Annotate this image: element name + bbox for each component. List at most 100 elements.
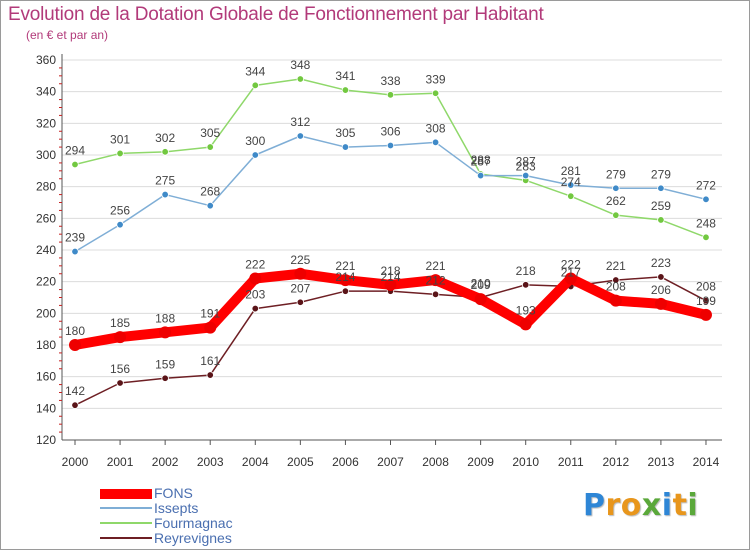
data-label-fourmagnac: 274 — [561, 175, 581, 189]
x-tick-label: 2001 — [107, 455, 134, 469]
data-label-reyrevignes: 203 — [245, 288, 265, 302]
y-tick-label: 320 — [36, 116, 56, 130]
data-label-issepts: 306 — [380, 125, 400, 139]
logo-letter: P — [583, 488, 606, 523]
data-point-fourmagnac — [71, 160, 79, 169]
x-tick-label: 2011 — [558, 455, 584, 469]
data-label-fourmagnac: 344 — [245, 64, 265, 78]
series-fourmagnac — [71, 75, 710, 242]
x-tick-label: 2003 — [197, 455, 224, 469]
data-labels-layer: 142 156 159 161 203 207 214 214 212 210 218 217 221 2… — [65, 58, 716, 398]
logo-letter: t — [672, 488, 688, 523]
data-point-issepts — [341, 143, 350, 151]
x-tick-label: 2000 — [62, 455, 89, 469]
data-point-issepts — [296, 132, 305, 140]
data-point-fons — [159, 326, 172, 339]
data-label-reyrevignes: 156 — [110, 362, 130, 376]
y-tick-label: 140 — [36, 401, 56, 415]
data-label-fons: 191 — [200, 307, 220, 321]
x-axis-ticks: 2000 2001 2002 2003 2004 2005 2006 2007 2008 2009… — [62, 440, 720, 469]
y-tick-label: 240 — [36, 243, 56, 257]
legend-swatch-fourmagnac — [100, 522, 152, 524]
data-label-fourmagnac: 283 — [516, 159, 536, 173]
legend-label-fons: FONS — [154, 485, 193, 501]
data-label-reyrevignes: 159 — [155, 357, 175, 371]
logo-letter: x — [641, 488, 662, 523]
data-label-issepts: 256 — [110, 204, 130, 218]
data-label-reyrevignes: 161 — [200, 354, 220, 368]
data-label-fons: 180 — [65, 324, 85, 338]
data-point-fourmagnac — [386, 91, 395, 99]
data-point-issepts — [386, 141, 395, 150]
y-tick-label: 120 — [36, 433, 56, 447]
data-point-reyrevignes — [431, 290, 440, 299]
x-tick-label: 2002 — [152, 455, 179, 469]
data-label-issepts: 305 — [335, 126, 355, 140]
data-point-reyrevignes — [657, 273, 665, 281]
series-layer — [69, 75, 712, 409]
legend-label-reyrevignes: Reyrevignes — [154, 530, 232, 546]
data-label-fons: 199 — [696, 294, 716, 308]
data-point-fourmagnac — [296, 75, 305, 83]
data-point-fourmagnac — [116, 149, 124, 158]
data-label-issepts: 272 — [696, 178, 716, 192]
legend-swatch-reyrevignes — [100, 537, 152, 539]
data-label-fons: 225 — [290, 253, 310, 267]
axes — [61, 54, 722, 441]
data-label-fourmagnac: 348 — [290, 58, 310, 72]
x-tick-label: 2013 — [648, 455, 675, 469]
logo-letter: r — [605, 488, 621, 523]
data-point-reyrevignes — [251, 304, 259, 313]
x-tick-label: 2004 — [242, 455, 269, 469]
data-label-fourmagnac: 301 — [110, 132, 130, 146]
x-tick-label: 2012 — [602, 455, 629, 469]
data-label-fons: 185 — [110, 316, 130, 330]
logo-letter: o — [620, 488, 642, 523]
data-point-issepts — [522, 171, 530, 180]
data-label-fons: 188 — [155, 311, 175, 325]
data-point-reyrevignes — [612, 276, 620, 284]
data-label-fourmagnac: 259 — [651, 199, 671, 213]
data-point-fourmagnac — [612, 211, 620, 219]
data-label-fourmagnac: 339 — [426, 72, 446, 86]
data-point-fons — [654, 297, 667, 310]
series-reyrevignes — [71, 273, 710, 409]
data-point-issepts — [702, 195, 710, 204]
data-label-fourmagnac: 288 — [471, 153, 491, 167]
data-point-issepts — [71, 247, 79, 256]
chart-subtitle: (en € et par an) — [26, 28, 109, 42]
data-label-fourmagnac: 294 — [65, 144, 85, 158]
data-point-fons — [339, 274, 352, 287]
chart-title: Evolution de la Dotation Globale de Fonc… — [8, 4, 544, 25]
y-tick-label: 200 — [36, 306, 56, 320]
data-point-reyrevignes — [71, 401, 79, 409]
data-point-issepts — [251, 151, 259, 159]
data-label-fourmagnac: 338 — [380, 74, 400, 88]
legend-swatch-fons — [100, 489, 152, 499]
data-point-issepts — [161, 190, 169, 199]
data-point-fourmagnac — [161, 148, 169, 156]
y-tick-label: 260 — [36, 211, 56, 225]
data-label-fourmagnac: 305 — [200, 126, 220, 140]
y-tick-label: 180 — [36, 338, 56, 352]
data-point-issepts — [612, 184, 620, 192]
data-point-reyrevignes — [161, 374, 169, 382]
data-point-fons — [114, 331, 127, 344]
x-tick-label: 2008 — [422, 455, 449, 469]
data-point-fons — [564, 272, 577, 285]
data-point-fourmagnac — [251, 81, 259, 90]
x-tick-label: 2005 — [287, 455, 314, 469]
y-tick-label: 280 — [36, 180, 56, 194]
data-label-fons: 221 — [426, 259, 446, 273]
data-label-issepts: 312 — [290, 115, 310, 129]
data-point-issepts — [476, 171, 485, 180]
data-label-reyrevignes: 208 — [696, 280, 716, 294]
data-point-fourmagnac — [341, 86, 350, 94]
data-label-reyrevignes: 214 — [380, 270, 400, 284]
data-label-issepts: 300 — [245, 134, 265, 148]
data-point-issepts — [567, 181, 575, 189]
legend-label-fourmagnac: Fourmagnac — [154, 515, 233, 531]
y-tick-label: 360 — [36, 53, 56, 67]
data-point-issepts — [206, 201, 214, 210]
data-label-reyrevignes: 210 — [471, 277, 491, 291]
